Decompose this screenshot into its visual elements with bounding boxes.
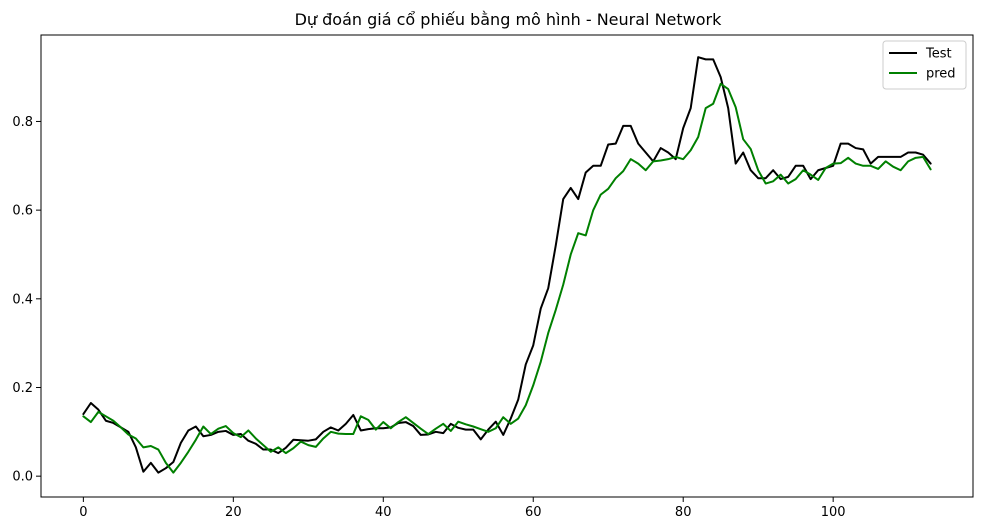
legend-label-test: Test [925, 47, 952, 62]
y-tick-label: 0.8 [12, 115, 33, 130]
legend-box [882, 40, 967, 90]
x-tick-label: 40 [375, 505, 392, 520]
legend: Test pred [882, 40, 967, 90]
y-tick-label: 0.2 [12, 381, 33, 396]
series-line-pred [82, 82, 932, 474]
chart-title: Dự đoán giá cổ phiếu bằng mô hình - Neur… [295, 10, 723, 29]
y-tick-label: 0.4 [12, 292, 33, 307]
series-layer [82, 56, 932, 474]
axis-ticks: 0 20 40 60 80 100 0.0 0.2 0.4 0.6 0.8 [12, 115, 845, 520]
y-tick-label: 0.0 [12, 470, 33, 485]
x-tick-label: 80 [675, 505, 692, 520]
x-tick-label: 60 [525, 505, 542, 520]
series-line-test [82, 56, 932, 474]
plot-frame [40, 34, 974, 498]
x-tick-label: 0 [79, 505, 87, 520]
y-tick-label: 0.6 [12, 204, 33, 219]
legend-label-pred: pred [926, 67, 956, 82]
x-tick-label: 100 [821, 505, 846, 520]
x-tick-label: 20 [225, 505, 242, 520]
